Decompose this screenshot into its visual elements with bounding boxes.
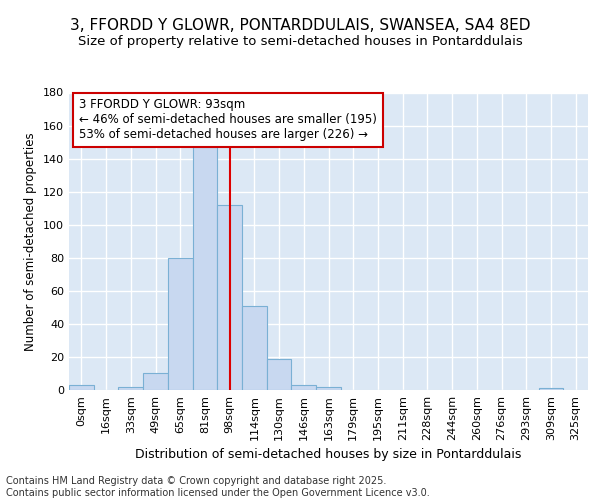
Text: 3, FFORDD Y GLOWR, PONTARDDULAIS, SWANSEA, SA4 8ED: 3, FFORDD Y GLOWR, PONTARDDULAIS, SWANSE…	[70, 18, 530, 32]
Bar	[316, 386, 341, 390]
Bar	[217, 205, 242, 390]
Bar	[267, 358, 292, 390]
Bar	[242, 306, 267, 390]
Bar	[118, 386, 143, 390]
Bar	[193, 147, 217, 390]
Bar	[168, 258, 193, 390]
Text: Contains HM Land Registry data © Crown copyright and database right 2025.
Contai: Contains HM Land Registry data © Crown c…	[6, 476, 430, 498]
Bar	[69, 385, 94, 390]
X-axis label: Distribution of semi-detached houses by size in Pontarddulais: Distribution of semi-detached houses by …	[136, 448, 521, 462]
Y-axis label: Number of semi-detached properties: Number of semi-detached properties	[25, 132, 37, 350]
Bar	[292, 385, 316, 390]
Text: 3 FFORDD Y GLOWR: 93sqm
← 46% of semi-detached houses are smaller (195)
53% of s: 3 FFORDD Y GLOWR: 93sqm ← 46% of semi-de…	[79, 98, 377, 142]
Text: Size of property relative to semi-detached houses in Pontarddulais: Size of property relative to semi-detach…	[77, 35, 523, 48]
Bar	[143, 374, 168, 390]
Bar	[539, 388, 563, 390]
